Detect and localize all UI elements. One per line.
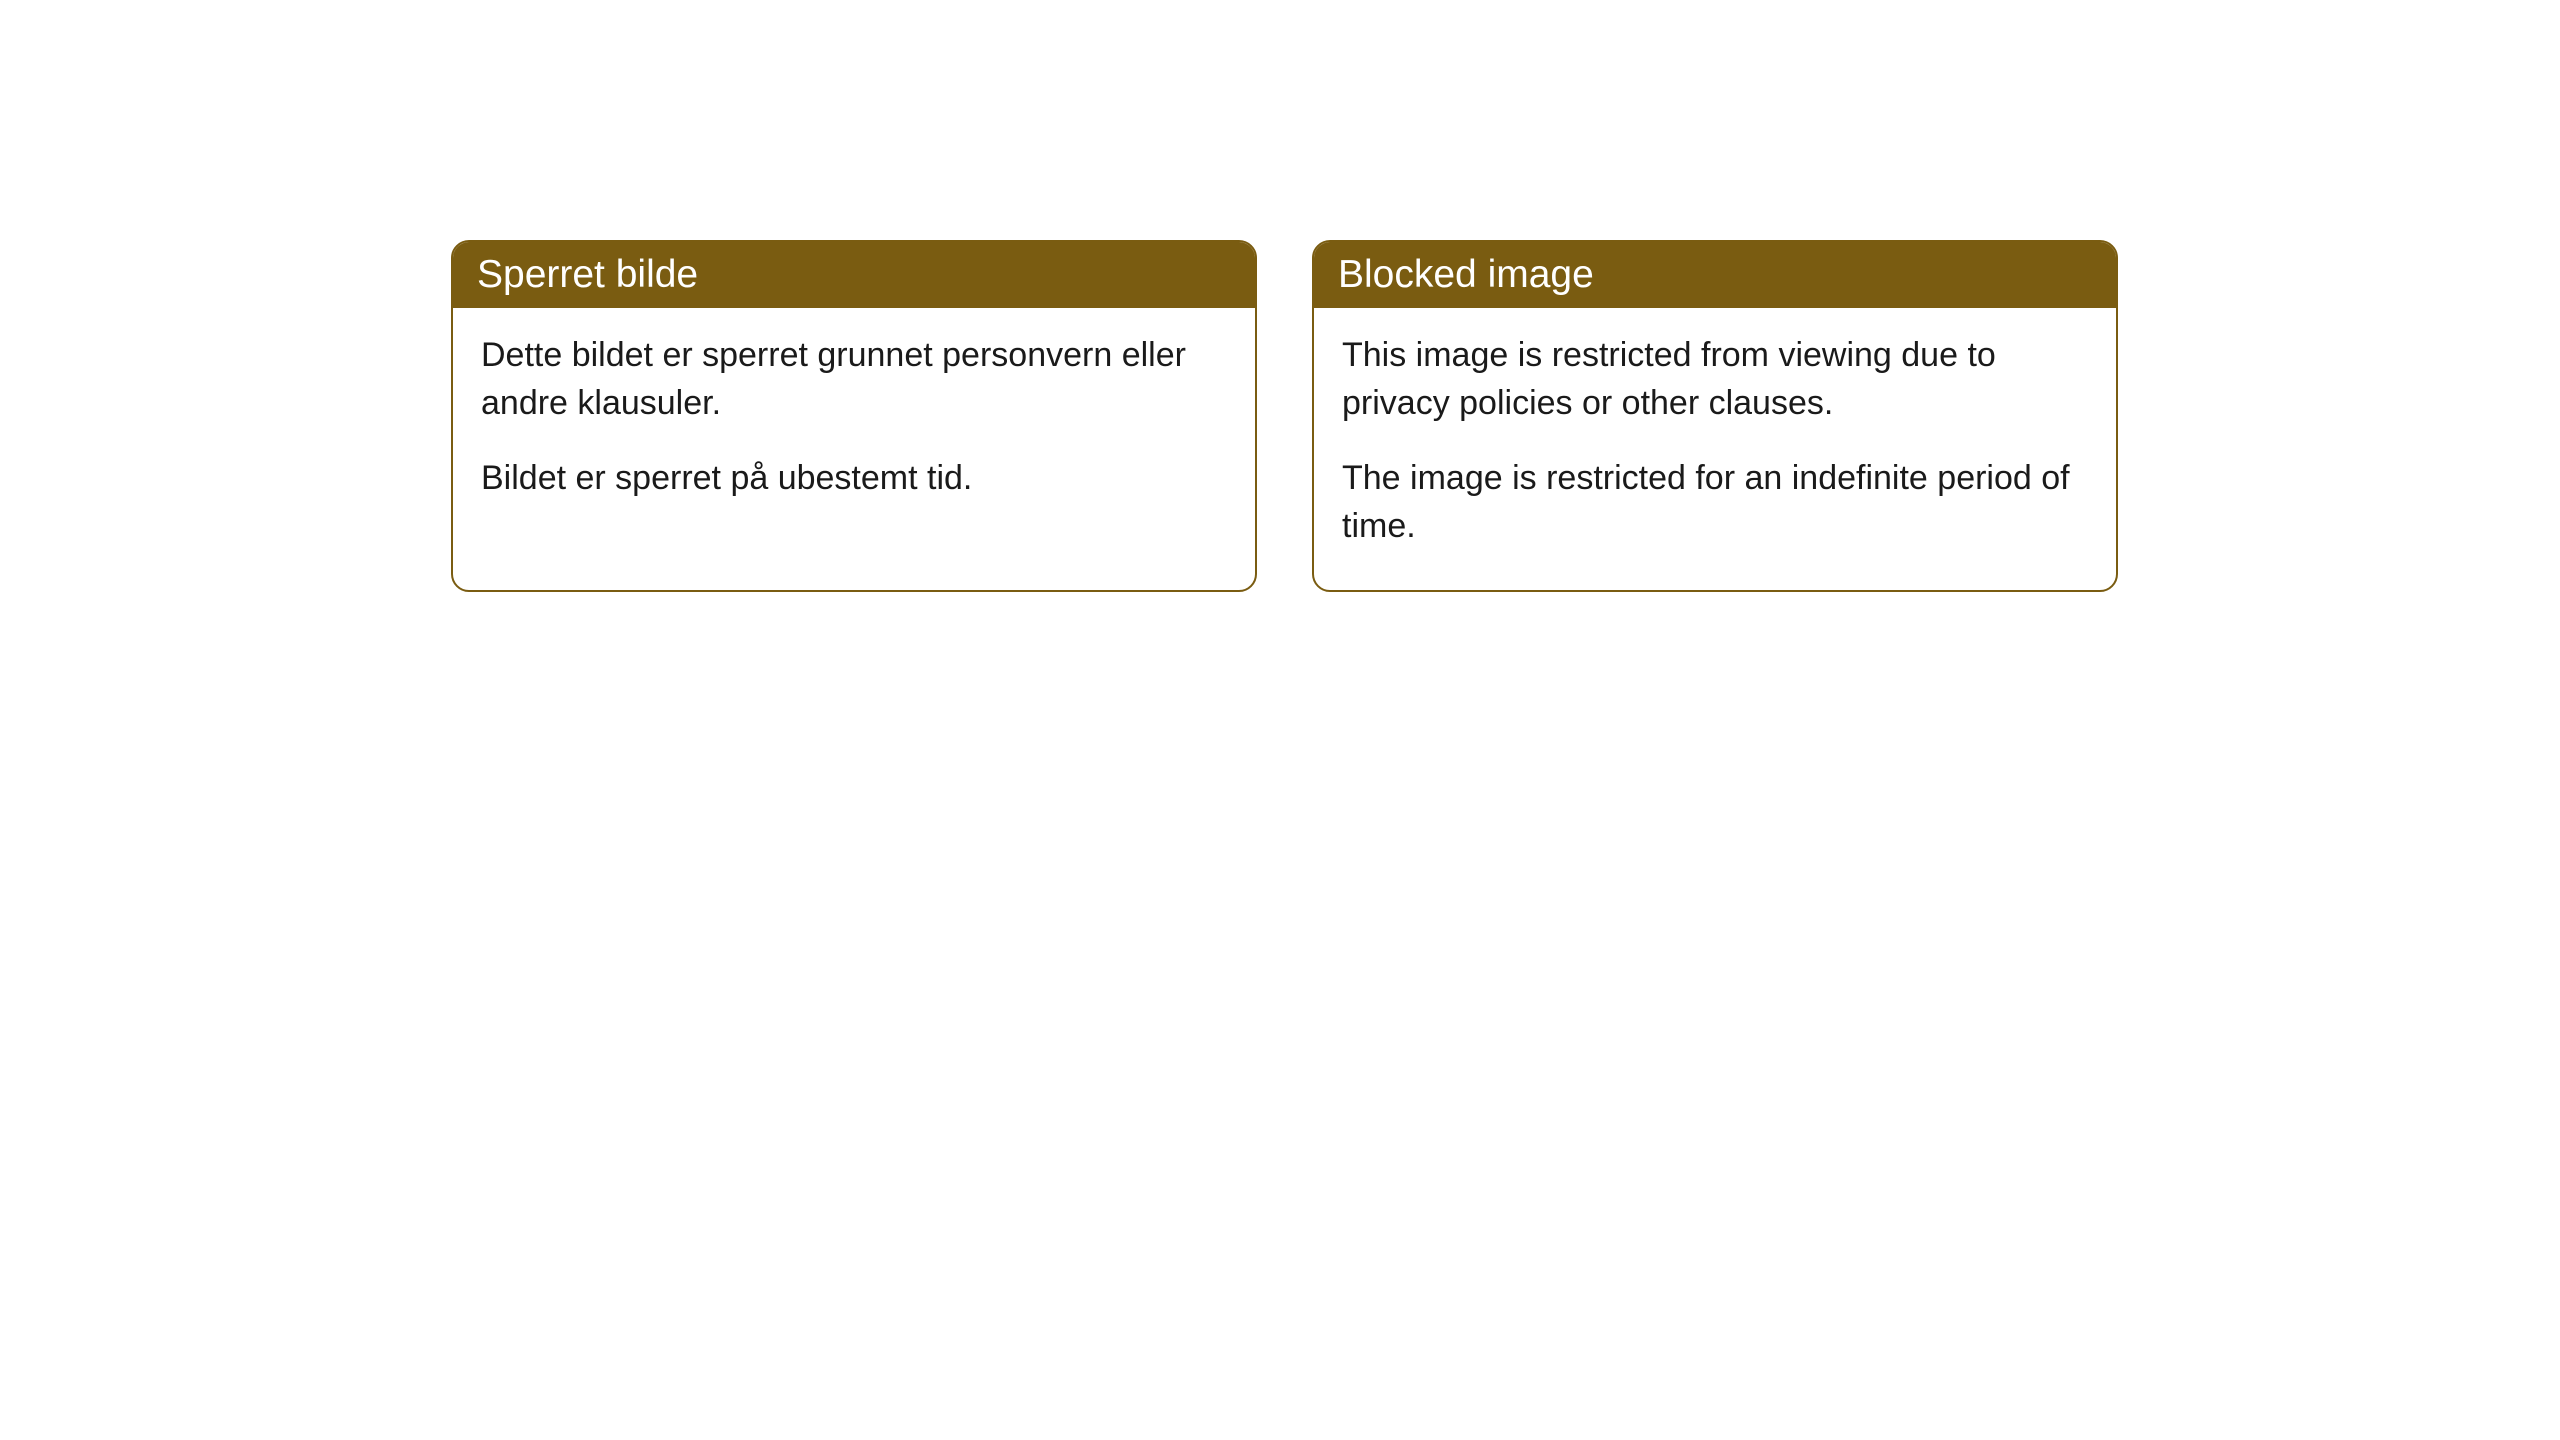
card-paragraph-1: Dette bildet er sperret grunnet personve…	[481, 332, 1227, 427]
card-paragraph-2: Bildet er sperret på ubestemt tid.	[481, 455, 1227, 503]
card-body-english: This image is restricted from viewing du…	[1314, 308, 2116, 590]
cards-container: Sperret bilde Dette bildet er sperret gr…	[0, 0, 2560, 592]
card-paragraph-1: This image is restricted from viewing du…	[1342, 332, 2088, 427]
card-body-norwegian: Dette bildet er sperret grunnet personve…	[453, 308, 1255, 543]
card-paragraph-2: The image is restricted for an indefinit…	[1342, 455, 2088, 550]
card-english: Blocked image This image is restricted f…	[1312, 240, 2118, 592]
card-header-english: Blocked image	[1314, 242, 2116, 308]
card-norwegian: Sperret bilde Dette bildet er sperret gr…	[451, 240, 1257, 592]
card-header-norwegian: Sperret bilde	[453, 242, 1255, 308]
